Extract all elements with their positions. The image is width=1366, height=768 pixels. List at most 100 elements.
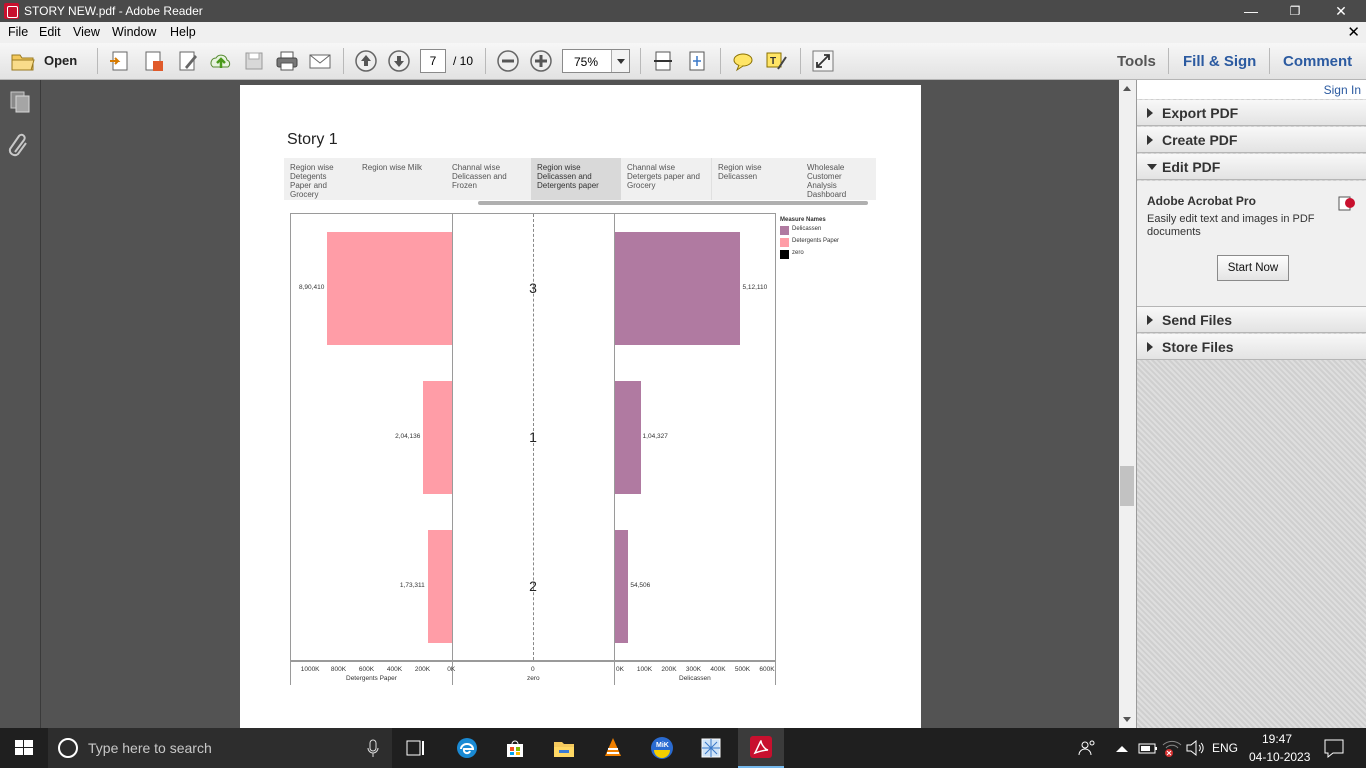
network-disconnected-icon[interactable]	[1160, 736, 1184, 760]
close-button[interactable]: ✕	[1335, 3, 1347, 19]
send-files-section[interactable]: Send Files	[1137, 307, 1366, 333]
page-total: / 10	[453, 54, 474, 68]
task-view-icon[interactable]	[404, 736, 428, 760]
story-tab-2[interactable]: Region wise Milk	[362, 163, 423, 172]
sign-in-link[interactable]: Sign In	[1323, 83, 1361, 97]
toolbar-separator	[640, 48, 641, 74]
page-number-input[interactable]: 7	[420, 49, 446, 73]
menu-view[interactable]: View	[73, 25, 100, 39]
chevron-down-icon	[1147, 164, 1157, 170]
adobe-reader-icon	[750, 736, 772, 758]
adobe-reader-taskbar-button[interactable]	[738, 728, 784, 768]
chevron-down-icon[interactable]	[611, 50, 629, 72]
start-now-button[interactable]: Start Now	[1217, 255, 1289, 281]
menu-edit[interactable]: Edit	[39, 25, 61, 39]
page-thumbnails-icon[interactable]	[8, 90, 32, 114]
notification-icon[interactable]	[1322, 736, 1346, 760]
tools-tab[interactable]: Tools	[1117, 53, 1156, 70]
clock-time[interactable]: 19:47	[1262, 732, 1293, 746]
minimize-button[interactable]: —	[1244, 3, 1258, 19]
chevron-right-icon	[1147, 135, 1153, 145]
story-tab-7[interactable]: Wholesale Customer Analysis Dashboard	[807, 163, 847, 199]
open-button[interactable]: Open	[8, 49, 80, 73]
section-label: Send Files	[1162, 312, 1233, 328]
attachments-icon[interactable]	[8, 132, 32, 158]
search-box[interactable]: Type here to search	[48, 728, 392, 768]
edit-document-icon[interactable]	[176, 49, 200, 73]
fit-width-icon[interactable]	[685, 49, 709, 73]
acrobat-pro-title: Adobe Acrobat Pro	[1147, 194, 1256, 208]
language-indicator[interactable]: ENG	[1212, 741, 1239, 755]
edit-pdf-section[interactable]: Edit PDF	[1137, 154, 1366, 180]
edge-icon[interactable]	[455, 736, 479, 760]
windows-start-icon[interactable]	[12, 736, 36, 760]
volume-icon[interactable]	[1184, 736, 1208, 760]
scroll-up-icon[interactable]	[1123, 86, 1131, 91]
vertical-scrollbar[interactable]	[1119, 80, 1136, 728]
acrobat-pro-description: Easily edit text and images in PDF docum…	[1147, 213, 1315, 238]
restore-button[interactable]: ❐	[1289, 4, 1301, 18]
menu-help[interactable]: Help	[170, 25, 196, 39]
svg-text:T: T	[770, 56, 776, 67]
zoom-select[interactable]: 75%	[562, 49, 630, 73]
chevron-up-icon[interactable]	[1116, 746, 1128, 752]
acrobat-promo-icon	[1338, 196, 1355, 211]
scroll-down-icon[interactable]	[1123, 717, 1131, 722]
story-tab-4-active[interactable]: Region wise Delicassen and Detergents pa…	[531, 158, 621, 200]
close-document-icon[interactable]: ✕	[1347, 24, 1360, 41]
story-tab-5[interactable]: Channal wise Detergets paper and Grocery	[627, 163, 700, 190]
section-label: Edit PDF	[1162, 159, 1221, 175]
toolbar-separator	[800, 48, 801, 74]
upload-cloud-icon[interactable]	[209, 49, 233, 73]
chevron-right-icon	[1147, 342, 1153, 352]
title-bar: STORY NEW.pdf - Adobe Reader — ❐ ✕	[0, 0, 1366, 22]
search-icon	[58, 738, 78, 758]
next-page-icon[interactable]	[387, 49, 411, 73]
full-screen-icon[interactable]	[811, 49, 835, 73]
vlc-icon[interactable]	[601, 736, 625, 760]
story-tab-bar: Region wise Detegents Paper and Grocery …	[284, 158, 876, 200]
combine-files-icon[interactable]	[142, 49, 166, 73]
snipping-tool-icon[interactable]	[699, 736, 723, 760]
highlight-text-icon[interactable]: T	[764, 49, 788, 73]
create-pdf-icon[interactable]	[108, 49, 132, 73]
toolbar-separator	[485, 48, 486, 74]
menu-file[interactable]: File	[8, 25, 29, 39]
edit-pdf-content: Adobe Acrobat Pro Easily edit text and i…	[1137, 181, 1366, 307]
store-files-section[interactable]: Store Files	[1137, 334, 1366, 360]
story-tab-3[interactable]: Channal wise Delicassen and Frozen	[452, 163, 507, 190]
sticky-note-icon[interactable]	[731, 49, 755, 73]
email-icon[interactable]	[308, 49, 332, 73]
print-icon[interactable]	[275, 49, 299, 73]
export-pdf-section[interactable]: Export PDF	[1137, 100, 1366, 126]
mik-app-icon[interactable]: MiK	[650, 736, 674, 760]
clock-date[interactable]: 04-10-2023	[1249, 750, 1311, 764]
chevron-right-icon	[1147, 315, 1153, 325]
menu-window[interactable]: Window	[112, 25, 157, 39]
window-title: STORY NEW.pdf - Adobe Reader	[24, 4, 203, 18]
zoom-out-icon[interactable]	[496, 49, 520, 73]
fit-page-icon[interactable]	[651, 49, 675, 73]
toolbar: Open 7 / 10 75% T Tools Fill & Sign Comm…	[0, 43, 1366, 80]
scrollbar-thumb[interactable]	[1120, 466, 1134, 506]
create-pdf-section[interactable]: Create PDF	[1137, 127, 1366, 153]
taskbar: Type here to search MiK ENG 19:47 04-10-…	[0, 728, 1366, 768]
story-tab-scrollbar[interactable]	[478, 201, 868, 205]
store-icon[interactable]	[503, 736, 527, 760]
folder-icon	[11, 54, 35, 71]
zoom-in-icon[interactable]	[529, 49, 553, 73]
menu-bar: File Edit View Window Help ✕	[0, 22, 1366, 43]
save-icon[interactable]	[242, 49, 266, 73]
comment-tab[interactable]: Comment	[1283, 53, 1353, 70]
fill-sign-tab[interactable]: Fill & Sign	[1183, 53, 1257, 70]
story-tab-6[interactable]: Region wise Delicassen	[711, 158, 801, 200]
svg-text:MiK: MiK	[656, 742, 669, 749]
story-tab-1[interactable]: Region wise Detegents Paper and Grocery	[290, 163, 334, 199]
previous-page-icon[interactable]	[354, 49, 378, 73]
toolbar-separator	[97, 48, 98, 74]
people-icon[interactable]	[1076, 736, 1100, 760]
section-label: Create PDF	[1162, 132, 1238, 148]
microphone-icon[interactable]	[366, 739, 380, 759]
file-explorer-icon[interactable]	[552, 736, 576, 760]
battery-icon[interactable]	[1137, 736, 1161, 760]
